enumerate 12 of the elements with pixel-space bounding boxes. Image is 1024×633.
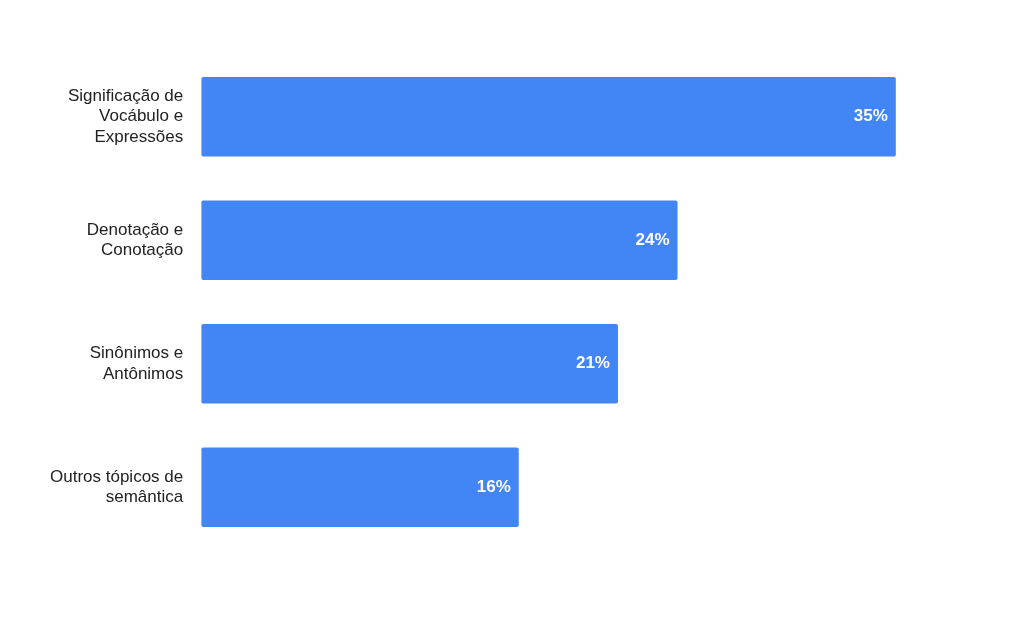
y-tick-label: Sinônimos e Antônimos: [89, 343, 184, 383]
bar: [201, 323, 618, 404]
data-label: 16%: [476, 476, 511, 496]
data-label: 21%: [575, 353, 610, 373]
bar: [201, 76, 896, 157]
y-tick-label: Significação de Vocábulo e Expressões: [67, 86, 184, 146]
data-label: 24%: [635, 229, 670, 249]
y-tick-label: Outros tópicos de semântica: [49, 466, 184, 507]
data-label: 35%: [853, 106, 888, 126]
bar: [201, 447, 519, 528]
y-tick-label: Denotação e Conotação: [86, 219, 184, 260]
bar: [201, 200, 678, 281]
